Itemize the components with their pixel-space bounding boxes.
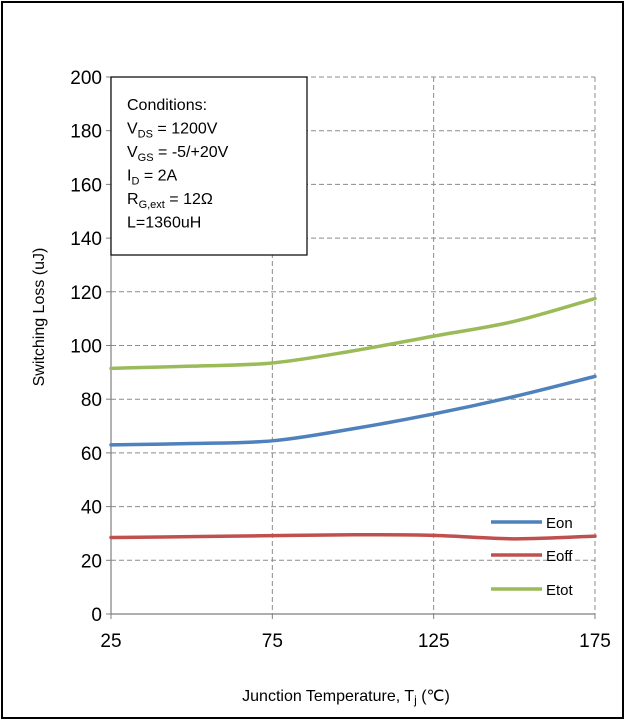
conditions-box: Conditions: VDS = 1200V VGS = -5/+20V ID = … — [110, 76, 308, 256]
condition-line: Conditions: — [127, 97, 207, 114]
x-axis-title: Junction Temperature, Tj (℃) — [242, 688, 450, 707]
y-axis-ticks: 0 20 40 60 80 100 120 140 160 180 200 — [70, 68, 111, 626]
y-tick-label: 60 — [81, 444, 102, 465]
x-tick-label: 25 — [100, 631, 121, 652]
y-tick-label: 40 — [81, 498, 102, 519]
y-axis-title: Switching Loss (uJ) — [31, 248, 48, 387]
condition-line: VGS = -5/+20V — [127, 144, 229, 164]
condition-line: RG,ext = 12Ω — [127, 191, 213, 211]
condition-line: ID = 2A — [127, 168, 178, 188]
x-tick-label: 125 — [418, 631, 450, 652]
x-tick-label: 175 — [579, 631, 611, 652]
conditions-box-border — [110, 76, 308, 256]
y-tick-label: 160 — [70, 175, 102, 196]
y-tick-label: 0 — [91, 605, 102, 626]
condition-line: VDS = 1200V — [127, 121, 218, 141]
series-lines — [109, 296, 597, 541]
legend-label-etot: Etot — [546, 582, 574, 599]
series-line-etot — [109, 296, 597, 371]
y-tick-label: 100 — [70, 337, 102, 358]
y-tick-label: 20 — [81, 551, 102, 572]
series-line-eoff — [109, 533, 597, 541]
y-tick-label: 200 — [70, 68, 102, 89]
legend-label-eoff: Eoff — [546, 548, 573, 565]
y-tick-label: 180 — [70, 122, 102, 143]
x-axis-ticks: 25 75 125 175 — [100, 614, 611, 652]
series-line-eon — [109, 374, 597, 447]
y-tick-label: 140 — [70, 229, 102, 250]
legend: Eon Eoff Etot — [491, 515, 574, 599]
y-tick-label: 120 — [70, 283, 102, 304]
y-tick-label: 80 — [81, 390, 102, 411]
legend-label-eon: Eon — [546, 515, 573, 532]
condition-line: L=1360uH — [127, 215, 201, 232]
x-tick-label: 75 — [262, 631, 283, 652]
switching-loss-chart: 0 20 40 60 80 100 120 140 160 180 200 25 75 125 175 C… — [31, 68, 611, 707]
